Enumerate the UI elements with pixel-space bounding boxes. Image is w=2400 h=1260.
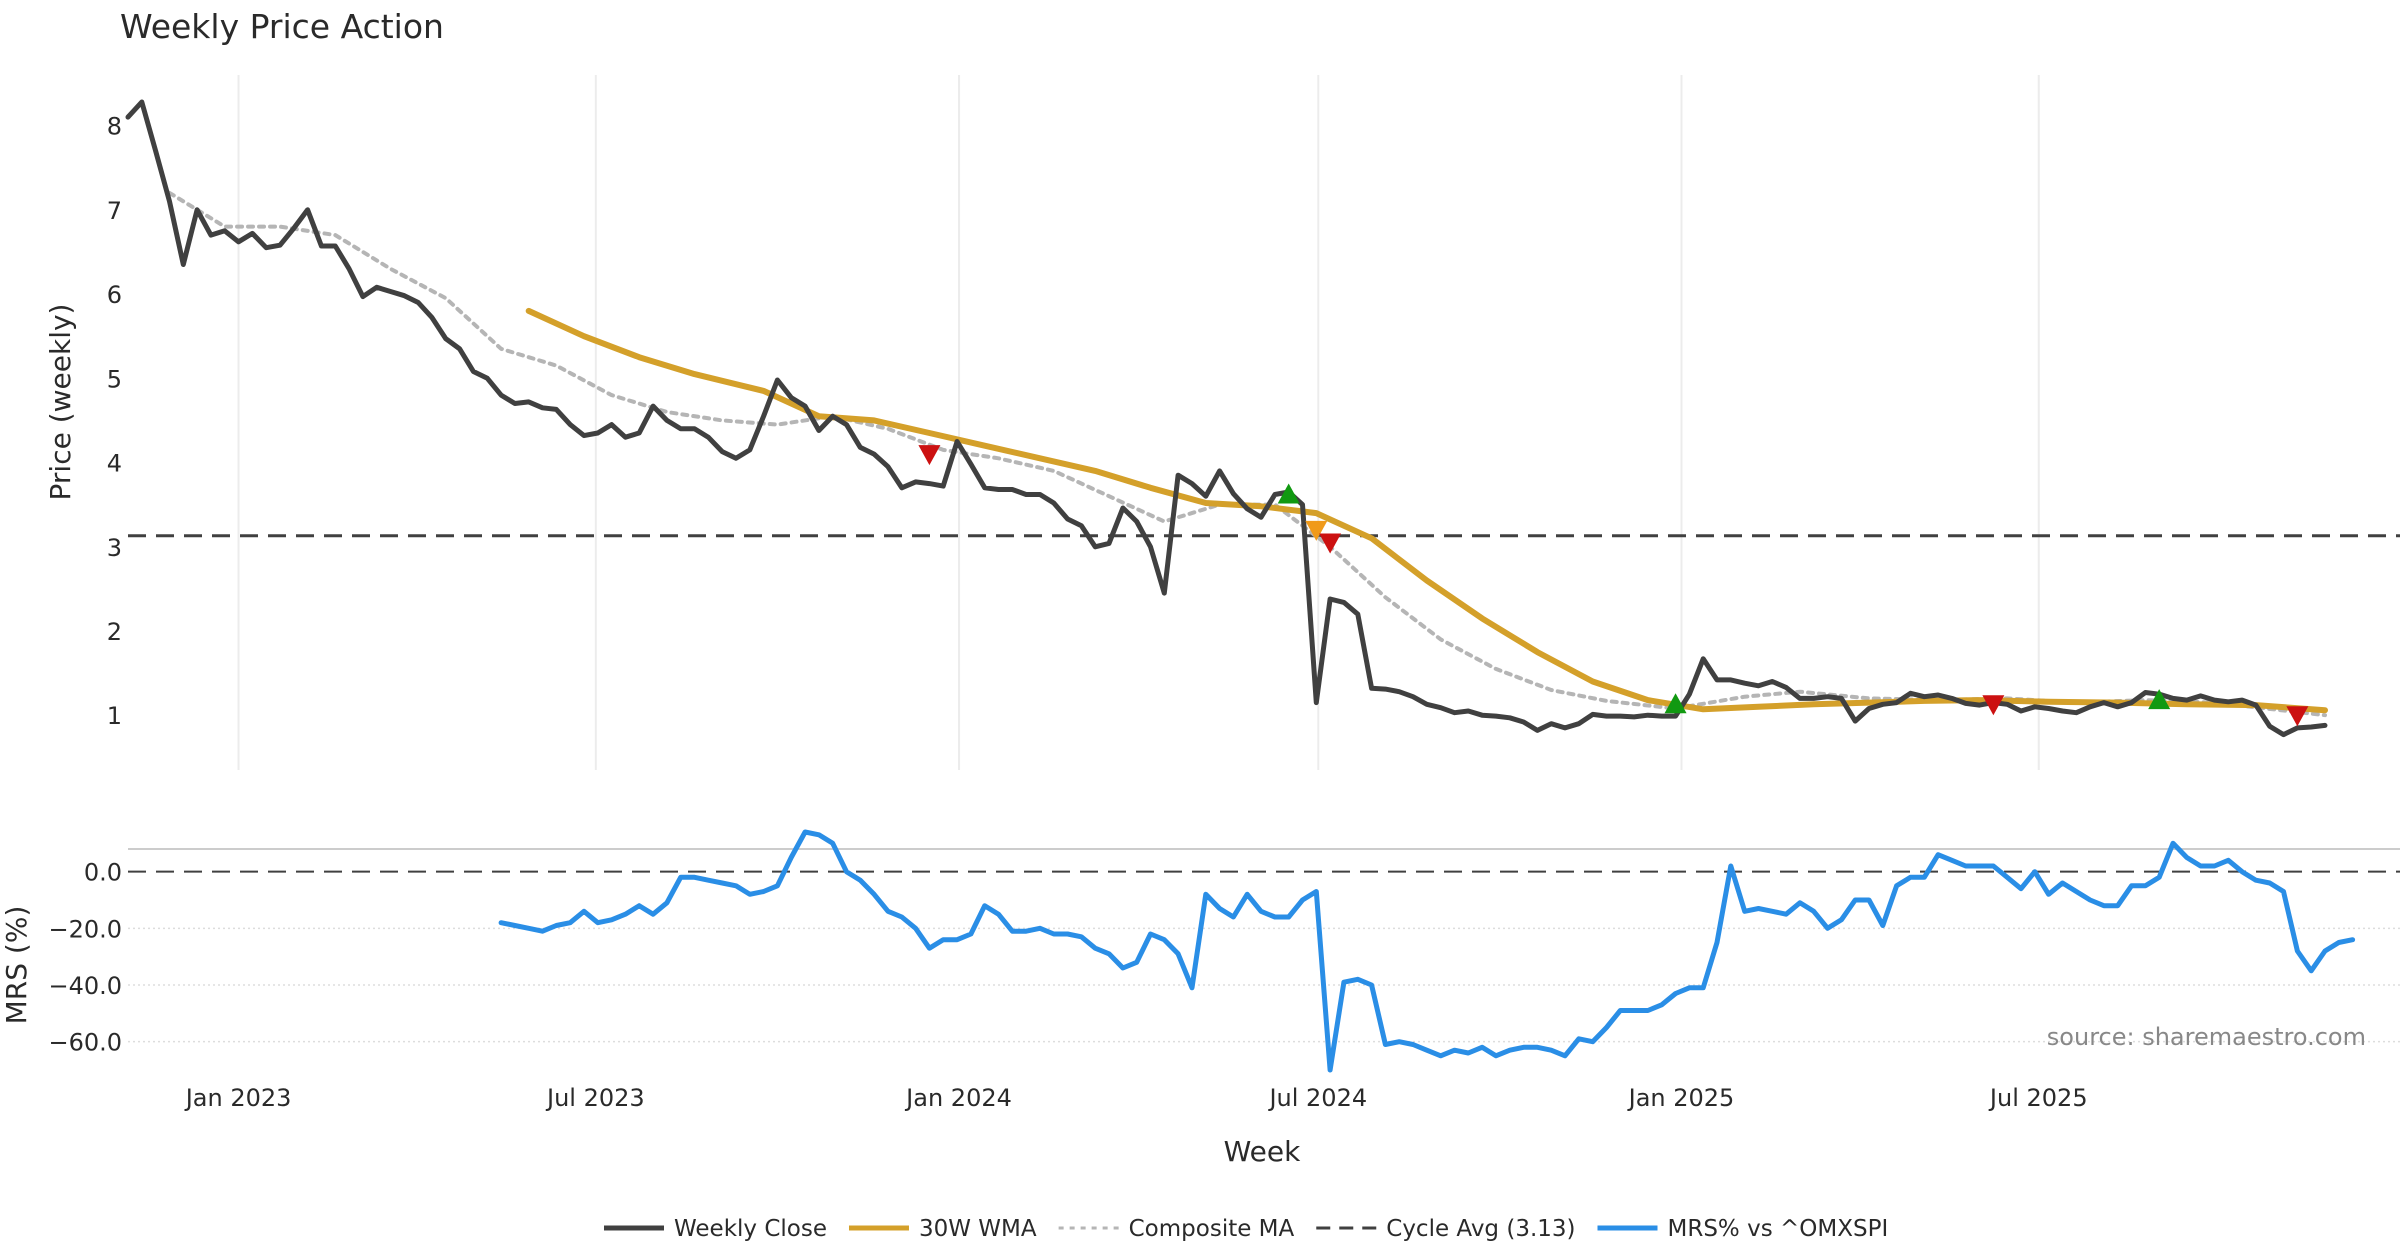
price-y-tick-label: 3: [107, 534, 122, 562]
sell-signal-marker: [918, 445, 941, 466]
legend-label: Cycle Avg (3.13): [1386, 1216, 1575, 1242]
price-y-tick-labels: 1 2 3 4 5 6 7 8: [107, 113, 122, 731]
mrs-y-axis-label: MRS (%): [0, 906, 33, 1025]
sell-signal-marker: [2286, 706, 2309, 727]
price-y-tick-label: 7: [107, 197, 122, 225]
reference-lines: [128, 534, 2400, 873]
x-axis-label: Week: [1224, 1135, 1301, 1168]
mrs-horizontal-gridlines: [128, 927, 2400, 1043]
price-y-tick-label: 8: [107, 113, 122, 141]
buy-signal-marker: [1277, 483, 1300, 504]
vertical-gridlines: [237, 75, 2040, 770]
price-y-tick-label: 1: [107, 702, 122, 730]
legend-label: 30W WMA: [919, 1216, 1037, 1242]
x-tick-label: Jul 2024: [1267, 1084, 1367, 1112]
signal-markers: [918, 445, 2309, 727]
legend-label: Composite MA: [1129, 1216, 1295, 1242]
x-tick-label: Jan 2024: [904, 1084, 1012, 1112]
neutral-signal-marker: [1305, 520, 1328, 541]
wma-30w-line: [525, 307, 2328, 714]
mrs-y-tick-label: −20.0: [48, 915, 122, 943]
series-lines: [125, 99, 2356, 1073]
mrs-y-tick-label: −40.0: [48, 972, 122, 1000]
price-y-tick-label: 4: [107, 450, 122, 478]
price-y-tick-label: 6: [107, 281, 122, 309]
chart-title: Weekly Price Action: [120, 7, 444, 46]
sell-signal-marker: [1982, 695, 2005, 716]
mrs-line: [498, 829, 2356, 1073]
price-y-tick-label: 5: [107, 365, 122, 393]
x-tick-label: Jan 2023: [184, 1084, 292, 1112]
price-y-axis-label: Price (weekly): [44, 304, 77, 501]
legend-label: Weekly Close: [674, 1216, 827, 1242]
x-tick-label: Jul 2023: [545, 1084, 645, 1112]
legend-label: MRS% vs ^OMXSPI: [1668, 1216, 1889, 1242]
x-tick-label: Jan 2025: [1627, 1084, 1735, 1112]
weekly-close-line: [125, 99, 2328, 738]
mrs-y-tick-label: 0.0: [84, 859, 122, 887]
price-y-tick-label: 2: [107, 618, 122, 646]
source-note: source: sharemaestro.com: [2047, 1023, 2366, 1051]
composite-ma-line: [167, 190, 2327, 718]
buy-signal-marker: [1664, 693, 1687, 714]
legend: Weekly Close 30W WMA Composite MA Cycle Avg…: [604, 1216, 1888, 1242]
x-tick-labels: Jan 2023 Jul 2023 Jan 2024 Jul 2024 Jan 2025…: [184, 1084, 2088, 1112]
mrs-y-tick-label: −60.0: [48, 1029, 122, 1057]
buy-signal-marker: [2148, 689, 2171, 710]
mrs-y-tick-labels: 0.0 −20.0 −40.0 −60.0: [48, 859, 122, 1057]
sell-signal-marker: [1319, 533, 1342, 554]
x-tick-label: Jul 2025: [1988, 1084, 2088, 1112]
